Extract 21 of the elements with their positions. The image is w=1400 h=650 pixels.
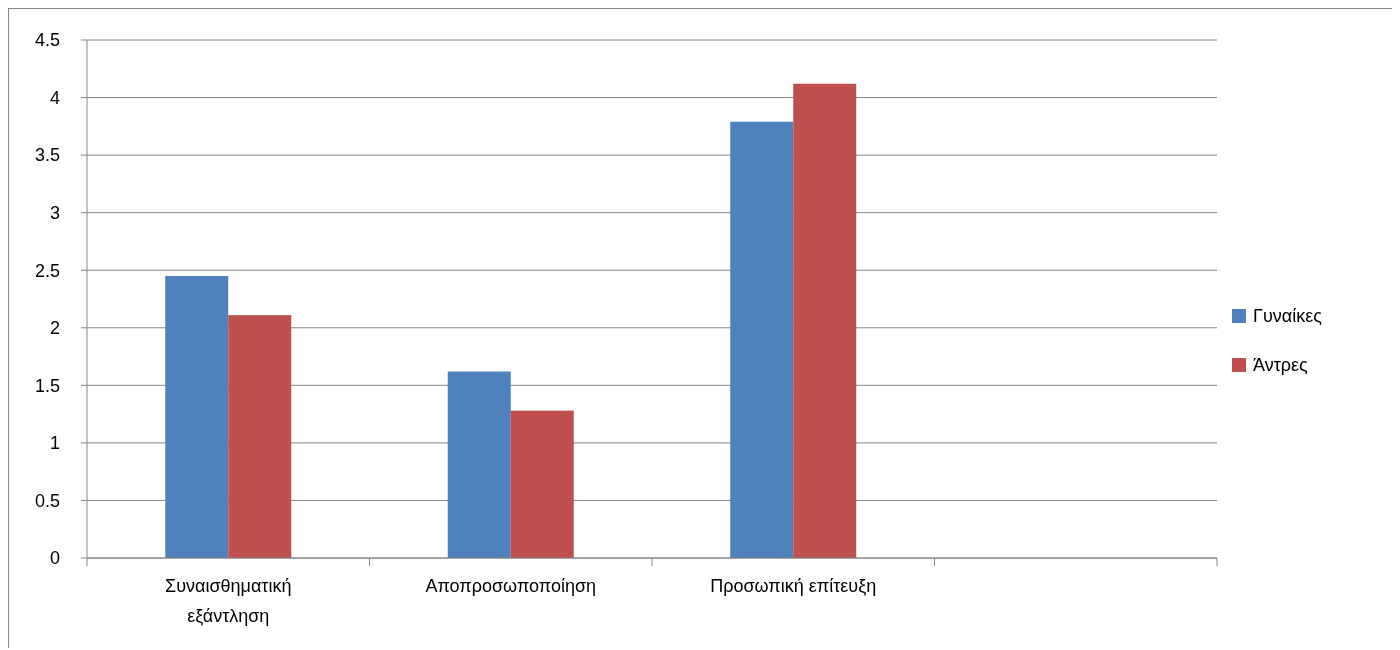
y-tick-label: 3.5: [34, 145, 60, 166]
bar: [730, 121, 794, 558]
y-tick-label: 0.5: [34, 490, 60, 511]
bar: [165, 275, 229, 558]
y-tick-label: 1.5: [34, 375, 60, 396]
bar: [447, 371, 511, 558]
y-tick-label: 4.5: [34, 30, 60, 51]
x-tick-label: Αποπροσωποποίηση: [425, 576, 597, 596]
y-tick-label: 4: [49, 87, 60, 108]
bar: [228, 315, 292, 558]
y-tick-label: 0: [49, 548, 60, 569]
bar: [793, 83, 857, 558]
x-tick-label: Προσωπική επίτευξη: [710, 576, 877, 596]
y-tick-label: 1: [49, 433, 60, 454]
x-tick-label: Συναισθηματική εξάντληση: [165, 576, 292, 626]
legend-label: Άντρες: [1253, 355, 1309, 376]
legend-label: Γυναίκες: [1253, 306, 1323, 327]
y-tick-label: 3: [49, 202, 60, 223]
y-tick-label: 2: [49, 318, 60, 339]
y-tick-label: 2.5: [34, 260, 60, 281]
bar: [510, 410, 574, 558]
